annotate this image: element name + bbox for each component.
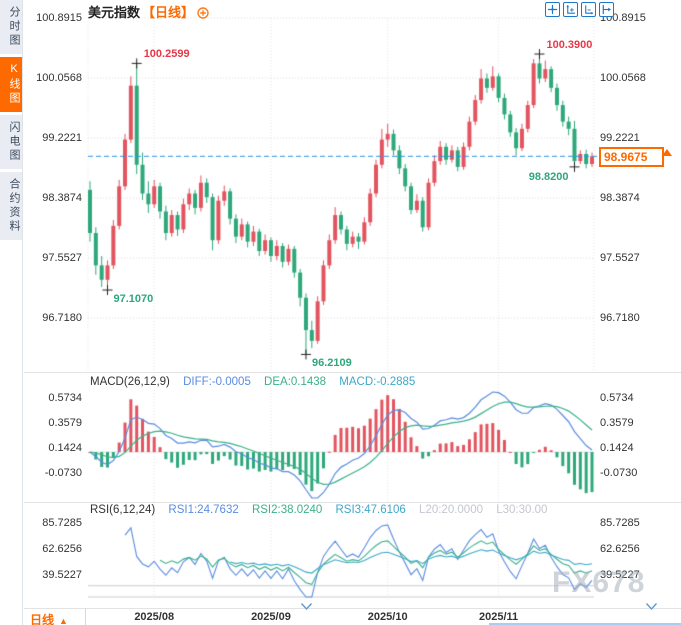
bottom-divider — [85, 608, 86, 625]
add-circle-icon[interactable] — [197, 7, 209, 22]
rsi-axis-label: 62.6256 — [42, 543, 82, 555]
left-sidebar: 分时图 K线图 闪电图 合约资料 — [0, 0, 23, 625]
macd-axis-label: 0.5734 — [48, 392, 82, 404]
high-annotation: 100.2599 — [143, 48, 190, 61]
rsi-axis-label: 85.7285 — [42, 517, 82, 529]
latest-price-arrow-icon[interactable] — [662, 149, 672, 156]
macd-axis-label: 0.5734 — [600, 392, 634, 404]
collapse-pane-chevron-icon[interactable] — [300, 598, 313, 616]
chart-toolbar — [545, 2, 614, 17]
rsi-title: RSI(6,12,24) — [90, 504, 156, 516]
price-axis-label: 98.3874 — [600, 192, 640, 204]
collapse-pane-chevron-icon[interactable] — [645, 598, 658, 616]
crosshair-icon[interactable] — [545, 2, 560, 17]
x-axis-date-label: 2025/10 — [367, 611, 408, 623]
axis-divider — [24, 608, 681, 609]
sidebar-tab-contract-info[interactable]: 合约资料 — [0, 172, 22, 240]
rsi-l20-value: L20:20.0000 — [419, 504, 483, 516]
sidebar-tab-kline-chart[interactable]: K线图 — [0, 57, 22, 112]
macd-axis-label: -0.0730 — [600, 467, 638, 479]
macd-axis-label: 0.1424 — [48, 442, 82, 454]
rsi2-value: RSI2:38.0240 — [251, 504, 323, 516]
macd-axis-label: 0.3579 — [600, 417, 634, 429]
x-axis-date-label: 2025/08 — [134, 611, 175, 623]
chart-title: 美元指数 【日线】 — [88, 2, 209, 22]
price-axis-label: 99.2221 — [42, 132, 82, 144]
x-axis-date-label: 2025/11 — [479, 611, 519, 623]
pan-right-icon[interactable] — [599, 2, 614, 17]
rsi-axis-label: 85.7285 — [600, 517, 640, 529]
macd-macd-value: MACD:-0.2885 — [339, 376, 416, 388]
low-annotation: 98.8200 — [528, 170, 569, 183]
sidebar-tab-flash-chart[interactable]: 闪电图 — [0, 115, 22, 169]
macd-axis-label: 0.1424 — [600, 442, 634, 454]
price-axis-label: 99.2221 — [600, 132, 640, 144]
period-selector-label: 日线 — [30, 613, 55, 625]
pane-divider[interactable] — [24, 372, 681, 373]
low-annotation: 97.1070 — [113, 293, 154, 306]
price-axis-label: 100.8915 — [36, 12, 82, 24]
macd-header: MACD(26,12,9) DIFF:-0.0005 DEA:0.1438 MA… — [90, 376, 425, 388]
macd-diff-value: DIFF:-0.0005 — [183, 376, 251, 388]
pane-divider[interactable] — [24, 502, 681, 503]
rsi-l30-value: L30:30.00 — [496, 504, 548, 516]
rsi-axis-label: 39.5227 — [600, 569, 640, 581]
current-price-box: 98.9675 — [599, 147, 664, 167]
price-axis-label: 98.3874 — [42, 192, 82, 204]
period-tag: 【日线】 — [142, 5, 195, 20]
price-axis-label: 100.0568 — [36, 72, 82, 84]
price-axis-label: 97.5527 — [600, 252, 640, 264]
sidebar-tab-minute-chart[interactable]: 分时图 — [0, 0, 22, 54]
rsi-header: RSI(6,12,24) RSI1:24.7632 RSI2:38.0240 R… — [90, 504, 557, 516]
instrument-name: 美元指数 — [88, 5, 141, 20]
rsi3-value: RSI3:47.6106 — [335, 504, 406, 516]
fx678-watermark: FX678 — [552, 566, 646, 599]
rsi-axis-label: 62.6256 — [600, 543, 640, 555]
scale-y-axis-icon[interactable] — [563, 2, 578, 17]
rsi-axis-label: 39.5227 — [42, 569, 82, 581]
price-axis-label: 96.7180 — [600, 312, 640, 324]
macd-dea-value: DEA:0.1438 — [264, 376, 327, 388]
macd-axis-label: -0.0730 — [44, 467, 82, 479]
price-axis-label: 100.0568 — [600, 72, 646, 84]
macd-title: MACD(26,12,9) — [90, 376, 170, 388]
triangle-up-icon: ▲ — [59, 616, 68, 625]
low-annotation: 96.2109 — [311, 357, 352, 370]
price-axis-label: 97.5527 — [42, 252, 82, 264]
scrollbar-edge[interactable] — [489, 623, 681, 625]
price-axis-label: 96.7180 — [42, 312, 82, 324]
rsi1-value: RSI1:24.7632 — [168, 504, 239, 516]
high-annotation: 100.3900 — [546, 39, 593, 52]
x-axis-date-label: 2025/09 — [251, 611, 291, 623]
scale-x-axis-icon[interactable] — [581, 2, 596, 17]
macd-axis-label: 0.3579 — [48, 417, 82, 429]
period-selector[interactable]: 日线 ▲ — [30, 611, 68, 625]
